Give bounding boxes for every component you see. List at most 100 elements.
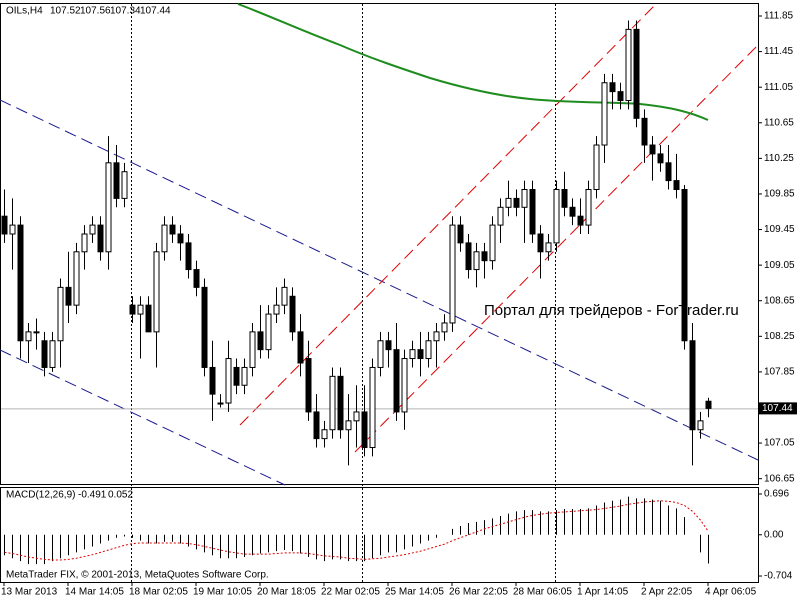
candle-body xyxy=(585,189,592,226)
candle-body xyxy=(649,144,656,155)
price-panel xyxy=(0,3,759,485)
y-tick-label: 106.65 xyxy=(764,473,795,484)
current-price-label: 107.44 xyxy=(762,403,793,414)
y-tick-label: 110.25 xyxy=(764,153,794,164)
candle-body xyxy=(657,153,664,164)
candle-body xyxy=(353,411,360,422)
candle-body xyxy=(233,366,240,386)
candle-body xyxy=(97,224,104,253)
candle-body xyxy=(625,28,632,102)
candle-body xyxy=(601,82,608,146)
macd-signal xyxy=(4,500,709,561)
y-tick-label: 111.45 xyxy=(764,46,794,57)
candle-body xyxy=(225,358,232,404)
candle-body xyxy=(681,189,688,342)
candle-body xyxy=(41,340,48,368)
x-tick-label: 19 Mar 10:05 xyxy=(193,587,252,598)
candle-body xyxy=(393,349,400,413)
candle-body xyxy=(297,331,304,364)
candle-body xyxy=(521,189,528,208)
candle-body xyxy=(433,331,440,342)
trend-line xyxy=(0,349,286,486)
candle-body xyxy=(441,322,448,333)
candle-body xyxy=(273,304,280,315)
candle-body xyxy=(577,215,584,226)
candle-body xyxy=(321,429,328,440)
candle-body xyxy=(257,331,264,351)
candle-body xyxy=(617,91,624,102)
candle-body xyxy=(481,251,488,262)
candle-body xyxy=(65,286,72,306)
candle-body xyxy=(201,286,208,368)
candle-body xyxy=(281,286,288,306)
y-tick-label: 109.45 xyxy=(764,224,795,235)
candle-body xyxy=(377,340,384,368)
channel-line xyxy=(239,3,657,426)
candle-body xyxy=(561,189,568,208)
x-tick-label: 4 Apr 06:05 xyxy=(705,587,757,598)
y-tick-label: 108.65 xyxy=(764,295,795,306)
candle-body xyxy=(529,189,536,235)
x-tick-label: 25 Mar 14:05 xyxy=(385,587,444,598)
candle-body xyxy=(401,358,408,413)
x-tick-label: 28 Mar 06:05 xyxy=(513,587,572,598)
candle-body xyxy=(89,224,96,235)
candle-body xyxy=(169,224,176,235)
candle-body xyxy=(33,331,40,334)
candle-body xyxy=(249,331,256,368)
candle-body xyxy=(513,197,520,208)
candle-body xyxy=(9,224,16,235)
trend-line xyxy=(0,99,759,461)
candle-body xyxy=(209,366,216,395)
candle-body xyxy=(705,400,712,409)
candle-body xyxy=(1,215,8,235)
candle-body xyxy=(553,189,560,244)
candle-body xyxy=(641,117,648,146)
symbol: OILs,H4 xyxy=(6,6,43,17)
candle-body xyxy=(25,331,32,342)
candle-body xyxy=(305,358,312,413)
y-tick-label: 108.25 xyxy=(764,331,795,342)
candle-body xyxy=(473,251,480,271)
candle-body xyxy=(673,180,680,191)
candle-body xyxy=(409,349,416,360)
x-tick-label: 20 Mar 18:05 xyxy=(257,587,316,598)
x-tick-label: 18 Mar 02:05 xyxy=(129,587,188,598)
moving-average xyxy=(237,3,709,121)
candle-body xyxy=(593,144,600,191)
candle-body xyxy=(121,171,128,199)
candle-body xyxy=(57,286,64,342)
candle-body xyxy=(81,233,88,253)
y-tick-label: 109.85 xyxy=(764,189,795,200)
candle-body xyxy=(217,402,224,405)
candle-body xyxy=(505,197,512,208)
candle-body xyxy=(313,411,320,440)
candle-body xyxy=(161,224,168,253)
candle-body xyxy=(569,206,576,217)
candle-body xyxy=(289,295,296,333)
x-tick-label: 22 Mar 02:05 xyxy=(321,587,380,598)
candle-body xyxy=(265,313,272,351)
candle-body xyxy=(337,375,344,431)
candle-body xyxy=(665,162,672,182)
candle-body xyxy=(17,224,24,342)
signal-value: 0.052 xyxy=(108,490,133,501)
candle-body xyxy=(185,242,192,271)
x-tick-label: 2 Apr 22:05 xyxy=(641,587,693,598)
x-tick-label: 14 Mar 14:05 xyxy=(65,587,124,598)
header-value: 107.56 xyxy=(80,6,111,17)
candle-body xyxy=(137,304,144,315)
y-tick-label: 111.85 xyxy=(764,11,794,22)
candle-body xyxy=(697,420,704,431)
x-tick-label: 26 Mar 22:05 xyxy=(449,587,508,598)
candle-body xyxy=(193,269,200,288)
candle-body xyxy=(689,340,696,431)
y-tick-label: 107.05 xyxy=(764,438,795,449)
watermark: Портал для трейдеров - ForTrader.ru xyxy=(484,302,739,319)
candle-body xyxy=(129,304,136,315)
candle-body xyxy=(177,233,184,244)
x-tick-label: 13 Mar 2013 xyxy=(1,587,58,598)
y-tick-label: 109.05 xyxy=(764,260,795,271)
macd-title: MACD(12,26,9) xyxy=(6,490,75,501)
